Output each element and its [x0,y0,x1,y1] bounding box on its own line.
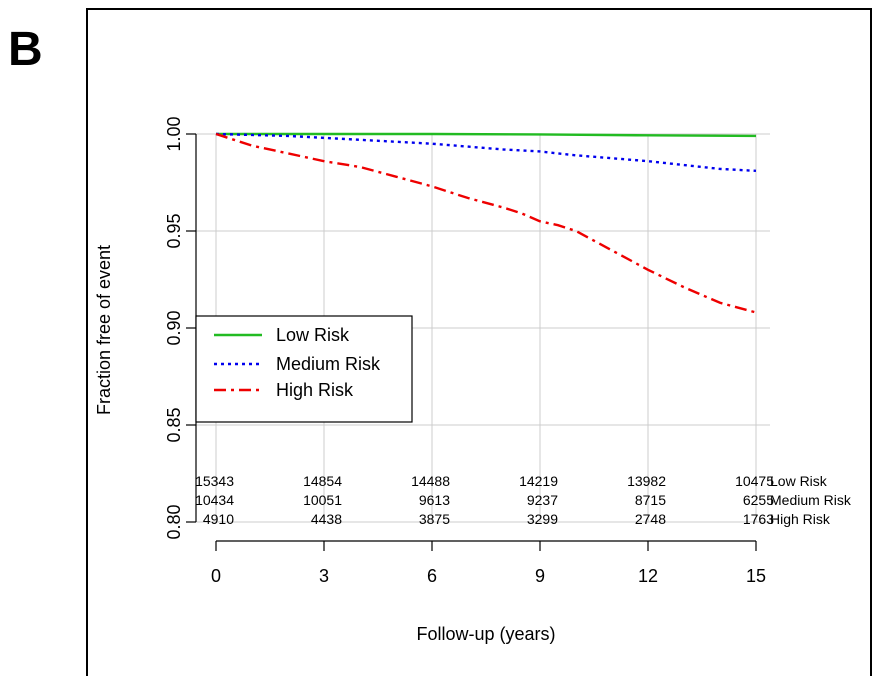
risk-table-value: 14488 [411,473,450,489]
x-tick-label: 3 [319,566,329,586]
risk-table-value: 1763 [743,511,774,527]
legend-label: Low Risk [276,325,350,345]
risk-table-value: 14219 [519,473,558,489]
y-tick-label: 1.00 [164,116,184,151]
panel-label: B [8,23,43,76]
risk-table-row-label: Low Risk [770,473,828,489]
y-tick-label: 0.90 [164,310,184,345]
x-tick-label: 6 [427,566,437,586]
x-tick-label: 15 [746,566,766,586]
risk-table-value: 3299 [527,511,558,527]
risk-table-value: 10434 [195,492,234,508]
risk-table-row-label: Medium Risk [770,492,852,508]
risk-table-value: 2748 [635,511,666,527]
legend: Low Risk Medium Risk High Risk [195,315,413,423]
risk-table-value: 4438 [311,511,342,527]
figure-frame [86,8,872,676]
risk-table-value: 10475 [735,473,774,489]
series-line-high-risk [215,132,757,314]
risk-table-value: 3875 [419,511,450,527]
risk-table-value: 6255 [743,492,774,508]
risk-table-value: 14854 [303,473,342,489]
y-axis-title: Fraction free of event [94,245,114,415]
y-tick-label: 0.95 [164,213,184,248]
risk-table-value: 9237 [527,492,558,508]
risk-table-value: 9613 [419,492,450,508]
risk-table-value: 15343 [195,473,234,489]
legend-label: Medium Risk [276,354,381,374]
x-tick-label: 12 [638,566,658,586]
legend-box [195,315,413,423]
x-tick-label: 0 [211,566,221,586]
y-tick-label: 0.85 [164,407,184,442]
legend-label: High Risk [276,380,354,400]
risk-table-value: 13982 [627,473,666,489]
x-axis-title: Follow-up (years) [416,624,555,644]
series-lines [215,132,757,314]
series-line-low-risk [216,132,757,138]
x-tick-label: 9 [535,566,545,586]
y-tick-label: 0.80 [164,504,184,539]
axes: 0.80 0.85 0.90 0.95 1.00 0 3 6 9 12 15 [164,116,766,586]
series-line-medium-risk [215,132,757,173]
risk-table-value: 4910 [203,511,234,527]
risk-table-value: 10051 [303,492,342,508]
risk-table-row-label: High Risk [770,511,831,527]
risk-table-value: 8715 [635,492,666,508]
